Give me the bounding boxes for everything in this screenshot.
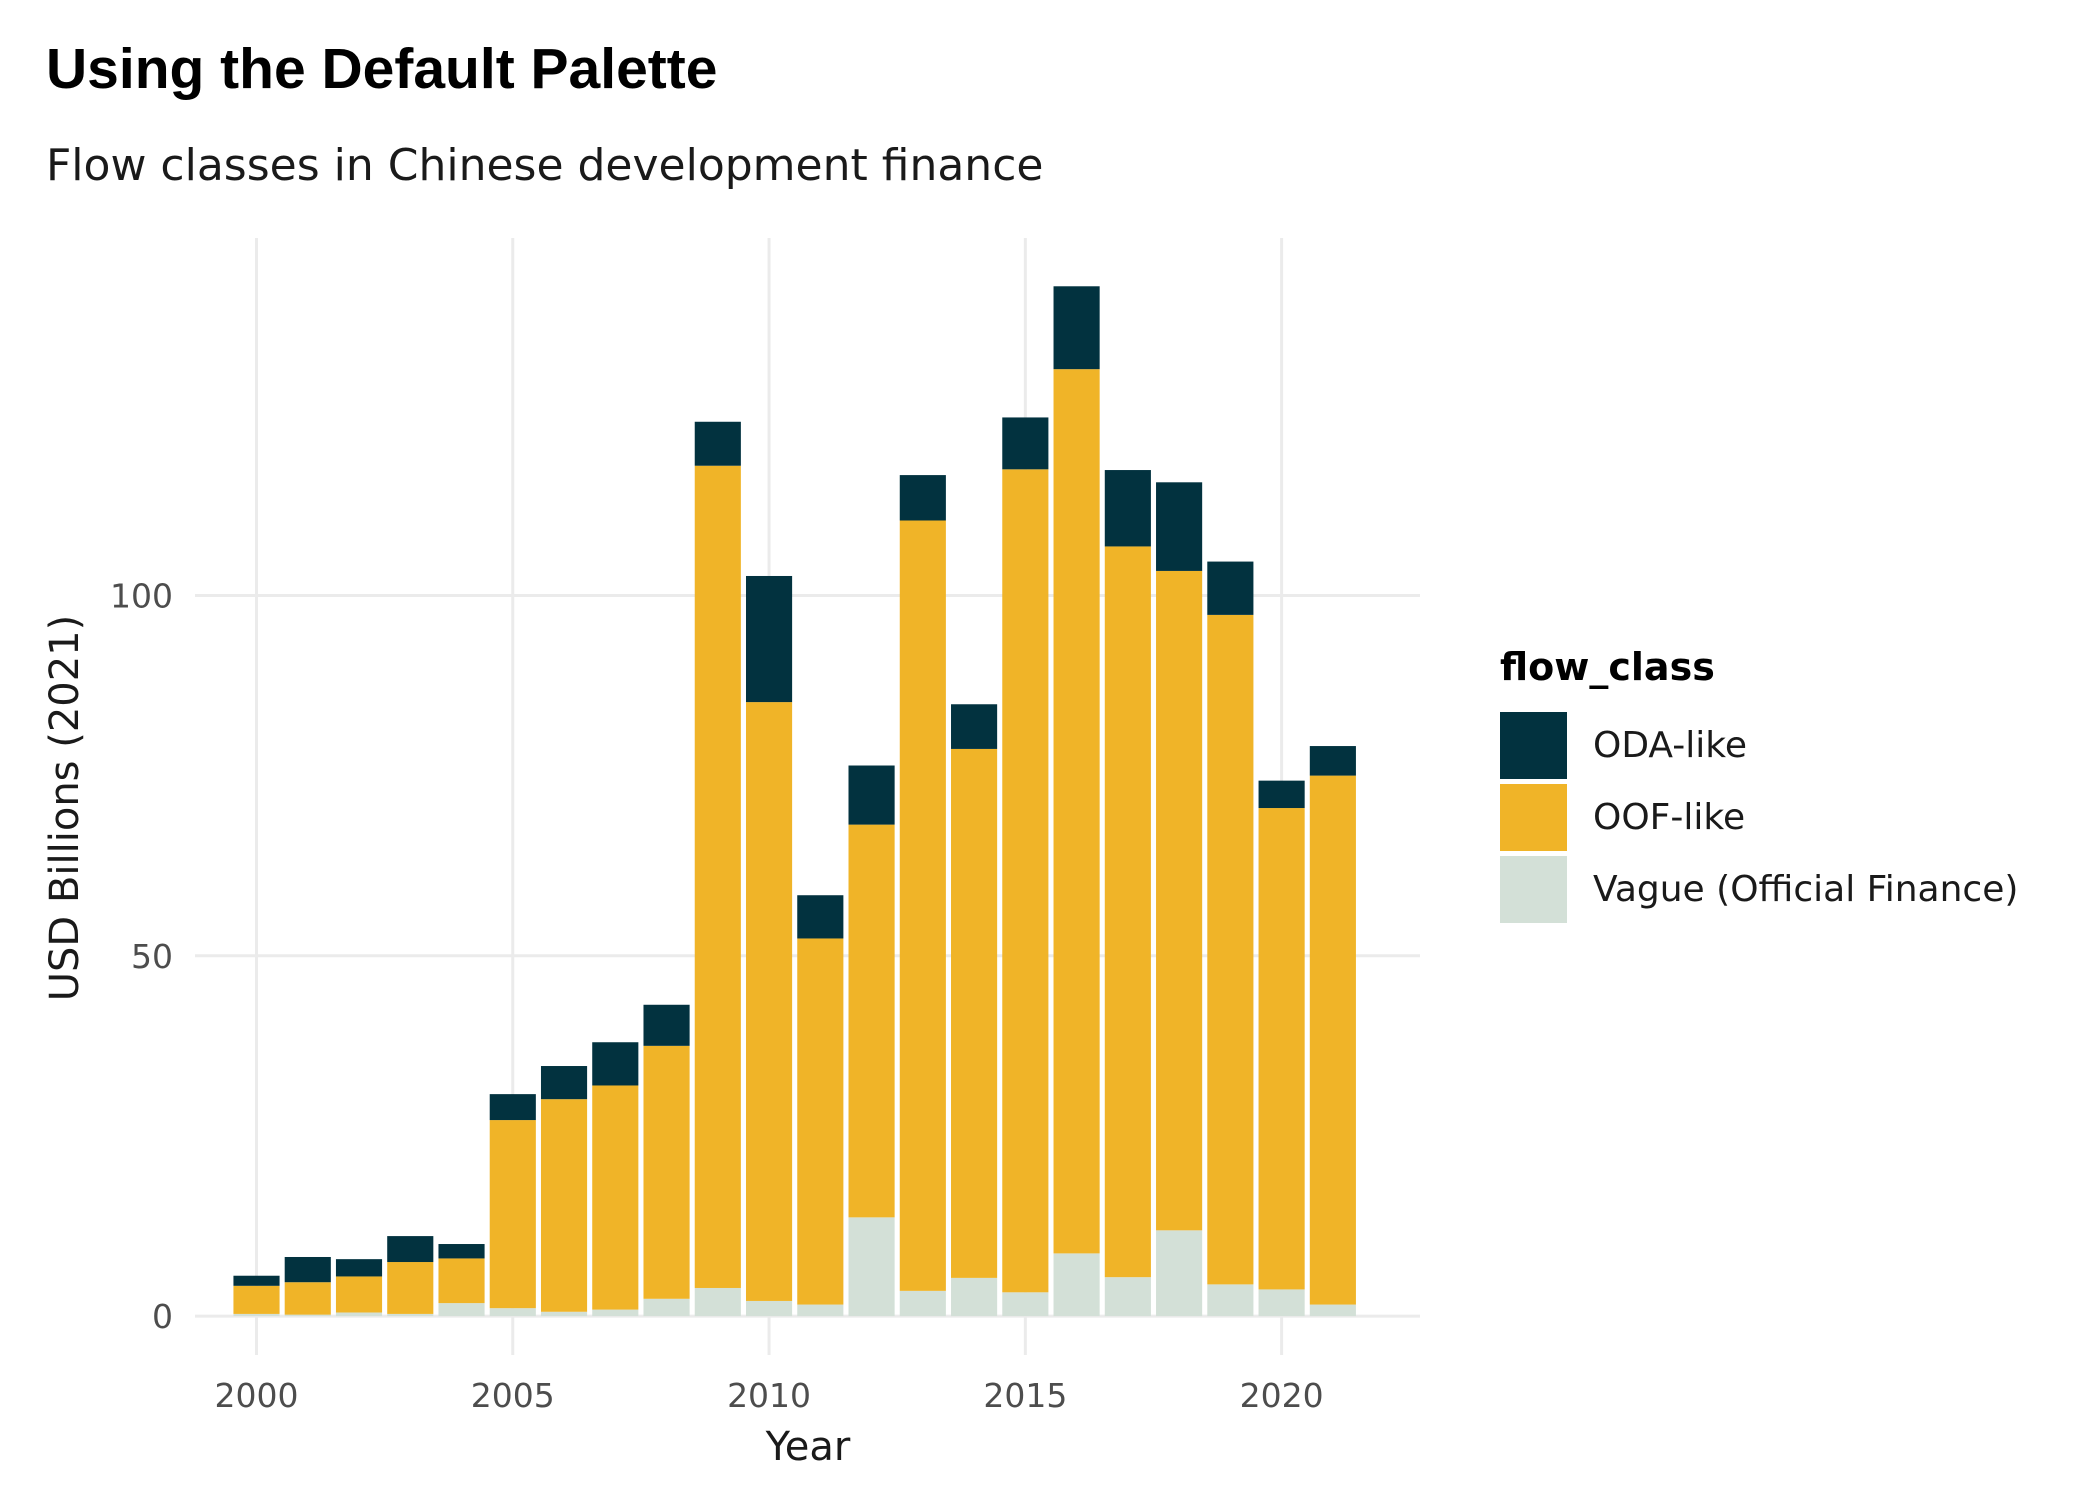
- bar-segment: [1156, 482, 1203, 571]
- bar-segment: [592, 1042, 639, 1086]
- x-tick-label: 2015: [983, 1376, 1067, 1415]
- bar-segment: [233, 1285, 280, 1314]
- bar-segment: [540, 1099, 588, 1312]
- bar-segment: [540, 1311, 588, 1317]
- legend-label-oof: OOF-like: [1593, 796, 1746, 838]
- x-tick-label: 2000: [215, 1376, 299, 1415]
- legend-item-vague: Vague (Official Finance): [1500, 853, 2018, 925]
- y-axis-ticks: 0 50 100: [110, 576, 173, 1336]
- bar-segment: [1309, 746, 1356, 776]
- bar-segment: [745, 1300, 793, 1317]
- bar-segment: [745, 575, 793, 703]
- legend-swatch-vague: [1500, 855, 1567, 923]
- y-axis-label: USD Billions (2021): [42, 615, 88, 1001]
- bar-segment: [1002, 469, 1049, 1293]
- bar-segment: [1156, 570, 1203, 1231]
- bar-segment: [1104, 546, 1151, 1278]
- bar-segment: [694, 1287, 741, 1317]
- bar-segment: [899, 1290, 946, 1317]
- bar-segment: [1002, 1292, 1049, 1317]
- bar-segment: [438, 1244, 485, 1259]
- chart-subtitle: Flow classes in Chinese development fina…: [46, 140, 1044, 191]
- bar-segment: [1053, 1253, 1100, 1317]
- bar-segment: [643, 1004, 690, 1046]
- legend-label-vague: Vague (Official Finance): [1593, 868, 2019, 910]
- x-tick-label: 2005: [471, 1376, 555, 1415]
- bar-segment: [335, 1312, 383, 1317]
- x-axis-ticks: 2000 2005 2010 2015 2020: [215, 1376, 1324, 1415]
- bar-segment: [1207, 561, 1254, 615]
- x-tick-label: 2010: [727, 1376, 811, 1415]
- x-tick-label: 2020: [1240, 1376, 1324, 1415]
- bar-segment: [951, 748, 998, 1278]
- x-axis-label: Year: [765, 1424, 851, 1470]
- bar-segment: [284, 1282, 331, 1315]
- bar-segment: [592, 1309, 639, 1317]
- bar-segment: [438, 1303, 485, 1317]
- bar-segment: [797, 938, 844, 1305]
- bar-segment: [848, 824, 895, 1218]
- bar-segment: [951, 1277, 998, 1317]
- bar-segment: [1053, 369, 1100, 1254]
- bar-segment: [592, 1085, 639, 1310]
- legend-title: flow_class: [1500, 645, 1715, 689]
- bar-segment: [1156, 1230, 1203, 1317]
- y-tick-label: 50: [131, 937, 173, 976]
- bar-segment: [387, 1313, 434, 1317]
- bar-segment: [848, 1217, 895, 1317]
- bar-segment: [1258, 808, 1305, 1290]
- bar-segment: [1207, 614, 1254, 1285]
- bar-segment: [489, 1120, 536, 1309]
- bar-segment: [489, 1094, 536, 1121]
- bar-segment: [1053, 286, 1100, 370]
- bar-segment: [438, 1258, 485, 1304]
- bar-segment: [745, 702, 793, 1301]
- bar-segment: [694, 465, 741, 1288]
- bars: [233, 286, 1356, 1317]
- legend-item-oof: OOF-like: [1500, 781, 2018, 853]
- legend-label-oda: ODA-like: [1593, 724, 1747, 766]
- bar-segment: [899, 475, 946, 521]
- legend-swatch-oof: [1500, 783, 1567, 851]
- bar-segment: [899, 520, 946, 1291]
- bar-segment: [1207, 1284, 1254, 1317]
- bar-segment: [387, 1236, 434, 1263]
- y-tick-label: 0: [152, 1297, 173, 1336]
- bar-segment: [233, 1275, 280, 1286]
- y-tick-label: 100: [110, 576, 173, 615]
- bar-segment: [951, 704, 998, 749]
- bar-segment: [797, 1304, 844, 1317]
- bar-segment: [797, 895, 844, 939]
- bar-segment: [335, 1259, 383, 1277]
- bar-segment: [387, 1262, 434, 1314]
- chart-title: Using the Default Palette: [46, 37, 718, 101]
- bar-segment: [1258, 1289, 1305, 1317]
- bar-segment: [489, 1308, 536, 1317]
- bar-segment: [1002, 417, 1049, 470]
- legend-item-oda: ODA-like: [1500, 709, 2018, 781]
- bar-segment: [694, 421, 741, 466]
- bar-segment: [1258, 780, 1305, 809]
- legend: flow_class ODA-like OOF-like Vague (Offi…: [1500, 645, 2018, 925]
- legend-swatch-oda: [1500, 711, 1567, 779]
- bar-segment: [643, 1298, 690, 1317]
- bar-segment: [233, 1313, 280, 1317]
- bar-segment: [1104, 1277, 1151, 1317]
- bar-segment: [1104, 470, 1151, 547]
- bar-segment: [540, 1066, 588, 1100]
- bar-segment: [848, 765, 895, 825]
- bar-segment: [335, 1276, 383, 1313]
- bar-segment: [284, 1256, 331, 1283]
- bar-segment: [643, 1045, 690, 1299]
- bar-segment: [284, 1314, 331, 1317]
- bar-segment: [1309, 1304, 1356, 1317]
- bar-segment: [1309, 775, 1356, 1305]
